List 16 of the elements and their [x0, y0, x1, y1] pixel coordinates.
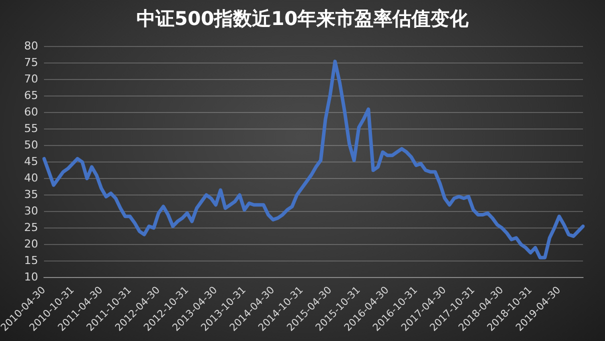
y-tick-label: 75: [24, 56, 38, 69]
chart-title: 中证500指数近10年来市盈率估值变化: [135, 7, 470, 32]
y-tick-label: 20: [24, 237, 38, 250]
y-tick-label: 45: [24, 154, 38, 168]
y-tick-label: 60: [24, 105, 38, 118]
y-tick-label: 70: [24, 72, 38, 86]
y-tick-label: 80: [24, 39, 38, 52]
y-tick-label: 30: [24, 204, 38, 218]
y-tick-label: 40: [24, 171, 38, 184]
y-tick-label: 65: [24, 88, 38, 102]
y-tick-label: 35: [24, 188, 38, 201]
y-tick-label: 55: [24, 122, 38, 135]
y-tick-label: 15: [24, 254, 38, 267]
y-tick-label: 10: [24, 270, 38, 284]
y-tick-label: 50: [24, 138, 38, 152]
y-tick-label: 25: [24, 220, 38, 234]
